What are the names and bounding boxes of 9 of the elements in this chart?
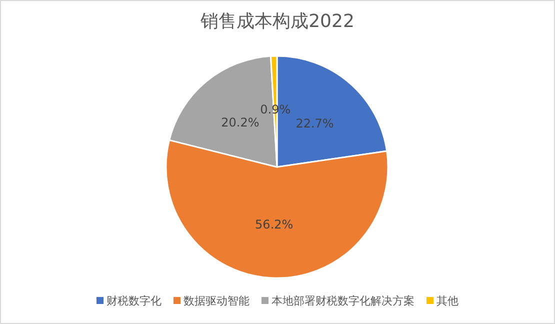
chart-title: 销售成本构成2022 xyxy=(200,11,354,32)
data-label: 22.7% xyxy=(296,116,334,130)
data-label: 56.2% xyxy=(255,218,294,232)
legend-label: 数据驱动智能 xyxy=(184,294,250,308)
legend-label: 其他 xyxy=(436,294,458,308)
legend-label: 本地部署财税数字化解决方案 xyxy=(272,294,414,308)
data-label: 0.9% xyxy=(260,102,291,116)
data-label: 20.2% xyxy=(221,116,260,130)
legend-label: 财税数字化 xyxy=(106,294,162,308)
